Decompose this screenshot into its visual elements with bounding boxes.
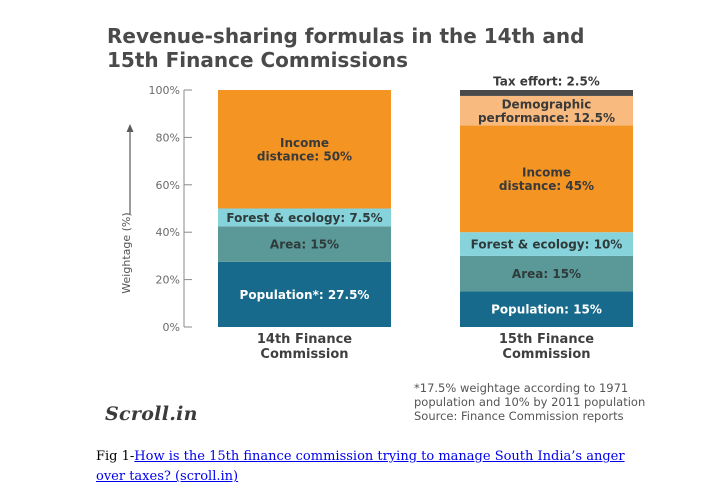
x-category-label: 14th Finance — [257, 332, 352, 347]
data-label: Population*: 27.5% — [240, 288, 370, 302]
y-tick-label: 100% — [149, 84, 180, 97]
scroll-logo: Scroll.in — [105, 403, 198, 425]
footnote-line: population and 10% by 2011 population — [414, 395, 646, 409]
chart-title-line: Revenue-sharing formulas in the 14th and — [107, 24, 585, 48]
y-tick-label: 60% — [156, 179, 180, 192]
x-category-label: Commission — [502, 347, 590, 362]
data-label: performance: 12.5% — [478, 111, 615, 125]
stacked-bar-chart: 0% 20% 40% 60% 80% 100% Weightage (%) Populatio… — [120, 75, 633, 362]
x-category-label: Commission — [260, 347, 348, 362]
data-label: Population: 15% — [491, 303, 602, 317]
y-tick-label: 80% — [156, 131, 180, 144]
footnote-line: *17.5% weightage according to 1971 — [414, 381, 629, 395]
data-label: Tax effort: 2.5% — [493, 75, 600, 89]
caption-article-link[interactable]: How is the 15th finance commission tryin… — [96, 449, 625, 484]
y-tick-label: 40% — [156, 226, 180, 239]
bar-segment — [460, 125, 633, 233]
bar-segment — [460, 95, 633, 126]
bar-segment — [218, 208, 391, 227]
data-label: distance: 50% — [257, 150, 352, 164]
data-label: Income — [280, 136, 329, 150]
y-tick-label: 20% — [156, 274, 180, 287]
data-label: Area: 15% — [270, 238, 339, 252]
data-label: Income — [522, 166, 571, 180]
chart-title-line: 15th Finance Commissions — [107, 48, 408, 72]
y-tick-label: 0% — [163, 321, 180, 334]
chart-title: Revenue-sharing formulas in the 14th and… — [107, 24, 667, 72]
data-label: Forest & ecology: 7.5% — [226, 211, 382, 225]
data-label: distance: 45% — [499, 179, 594, 193]
footnote-source: Source: Finance Commission reports — [414, 409, 624, 423]
bar-segment — [460, 291, 633, 327]
data-label: Forest & ecology: 10% — [471, 238, 623, 252]
figure-caption: Fig 1-How is the 15th finance commission… — [96, 447, 656, 487]
chart-footnote: *17.5% weightage according to 1971 popul… — [414, 381, 714, 423]
bar-segment — [218, 90, 391, 209]
bar-segment — [218, 261, 391, 327]
bar-segment — [460, 232, 633, 256]
data-label: Demographic — [502, 97, 592, 111]
y-axis-label: Weightage (%) — [120, 212, 133, 293]
bar-segment — [218, 226, 391, 262]
caption-prefix: Fig 1- — [96, 449, 135, 464]
bar-segment — [460, 90, 633, 96]
bar-segment — [460, 255, 633, 292]
x-category-label: 15th Finance — [499, 332, 594, 347]
data-label: Area: 15% — [512, 267, 581, 281]
y-axis-arrow-head — [126, 124, 134, 132]
